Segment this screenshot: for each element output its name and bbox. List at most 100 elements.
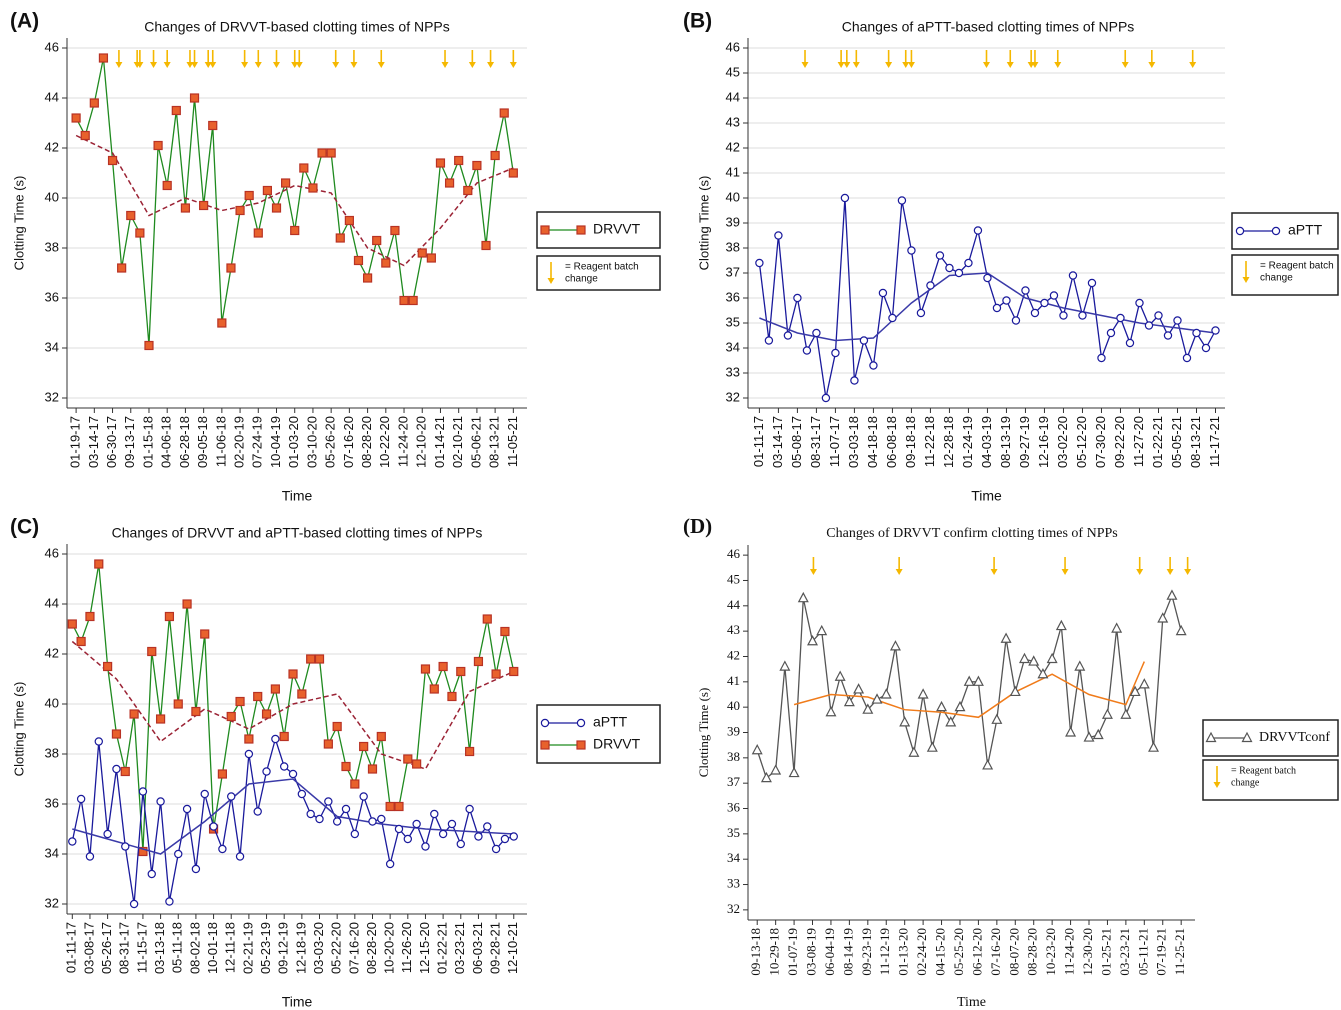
x-tick-label: 07-16-20: [988, 928, 1003, 976]
marker: [834, 670, 846, 681]
reagent-arrow: [115, 50, 123, 68]
marker: [1074, 660, 1086, 671]
x-tick-label: 05-05-21: [1169, 416, 1184, 468]
x-tick-label: 01-19-17: [68, 416, 83, 468]
reagent-arrow: [809, 557, 817, 575]
marker: [335, 233, 345, 243]
x-tick-label: 05-11-18: [170, 922, 185, 973]
marker: [770, 764, 782, 775]
marker: [917, 688, 929, 699]
marker: [138, 787, 148, 796]
x-tick-label: 03-14-17: [770, 416, 785, 468]
reagent-arrow: [852, 50, 860, 68]
reagent-arrow: [1136, 557, 1144, 575]
x-tick-label: 05-23-19: [258, 922, 273, 974]
marker: [147, 646, 157, 657]
x-tick-label: 10-20-20: [382, 922, 397, 974]
marker: [368, 817, 377, 826]
marker: [89, 98, 99, 108]
marker: [306, 654, 316, 664]
marker: [972, 675, 984, 686]
marker: [456, 839, 465, 849]
arrow-head: [254, 62, 262, 68]
marker: [315, 814, 324, 824]
arrow-head: [273, 62, 281, 68]
marker: [218, 844, 227, 854]
marker: [117, 263, 127, 273]
marker: [271, 734, 280, 744]
y-tick-label: 39: [727, 723, 740, 738]
x-tick-label: 01-24-19: [960, 416, 975, 468]
marker: [1097, 353, 1106, 363]
marker: [764, 336, 774, 345]
marker: [279, 731, 289, 742]
marker: [797, 591, 809, 603]
marker: [174, 849, 183, 859]
reagent-arrow: [1242, 261, 1250, 283]
y-tick-label: 40: [727, 698, 740, 713]
marker: [344, 215, 354, 226]
x-tick-label: 09-05-18: [195, 416, 210, 468]
marker: [182, 599, 192, 609]
marker: [1011, 316, 1021, 325]
marker: [350, 779, 360, 789]
marker: [483, 822, 492, 831]
x-axis-label: Time: [971, 488, 1002, 504]
y-tick-label: 36: [727, 799, 741, 814]
chart-title: Changes of DRVVT confirm clotting times …: [826, 526, 1117, 541]
panel-label: (D): [683, 514, 712, 538]
arrow-head: [837, 62, 845, 68]
x-tick-label: 12-18-19: [293, 922, 308, 974]
y-tick-label: 40: [726, 189, 740, 204]
reagent-arrow: [1213, 766, 1221, 788]
marker: [372, 235, 382, 246]
marker: [426, 253, 436, 263]
marker: [1120, 708, 1132, 719]
x-tick-label: 01-13-20: [896, 928, 911, 976]
marker: [261, 709, 272, 719]
y-tick-label: 33: [727, 876, 740, 891]
marker: [408, 295, 418, 306]
arrow-head: [186, 62, 194, 68]
marker: [180, 203, 191, 213]
x-tick-label: 08-02-18: [187, 922, 202, 974]
x-tick-label: 04-18-18: [865, 416, 880, 468]
reagent-arrow: [441, 50, 449, 68]
reagent-arrow: [350, 50, 358, 68]
marker: [200, 789, 209, 799]
arrow-head: [1031, 62, 1039, 68]
reagent-arrow: [1189, 50, 1197, 68]
y-tick-label: 38: [45, 239, 59, 254]
marker: [1235, 226, 1245, 236]
x-tick-label: 02-10-21: [450, 416, 465, 468]
legend-label: DRVVT: [593, 221, 641, 237]
x-tick-label: 12-11-18: [223, 922, 238, 973]
x-tick-label: 03-10-20: [304, 416, 319, 468]
trend-line: [793, 661, 1145, 719]
trend-line: [72, 778, 514, 855]
marker: [1157, 612, 1169, 623]
x-tick-label: 03-03-20: [311, 922, 326, 974]
x-tick-label: 12-28-18: [941, 416, 956, 468]
x-tick-label: 09-22-20: [1112, 416, 1127, 468]
x-tick-label: 03-08-19: [803, 928, 818, 976]
marker: [253, 228, 263, 238]
marker: [182, 804, 192, 814]
marker: [447, 691, 457, 702]
arrow-head: [241, 62, 249, 68]
x-tick-label: 02-21-19: [240, 922, 255, 974]
reagent-arrow: [487, 50, 495, 68]
marker: [332, 817, 342, 826]
marker: [1271, 226, 1281, 236]
marker: [779, 660, 791, 671]
chart-panel: (D) Changes of DRVVT confirm clotting tim…: [683, 514, 1339, 1010]
x-tick-label: 01-15-18: [140, 416, 155, 468]
marker: [199, 200, 209, 211]
marker: [954, 700, 966, 712]
marker: [474, 832, 483, 841]
reagent-legend-label: = Reagent batch: [1231, 765, 1296, 776]
y-tick-label: 43: [726, 114, 740, 129]
marker: [359, 741, 369, 752]
marker: [945, 263, 954, 273]
